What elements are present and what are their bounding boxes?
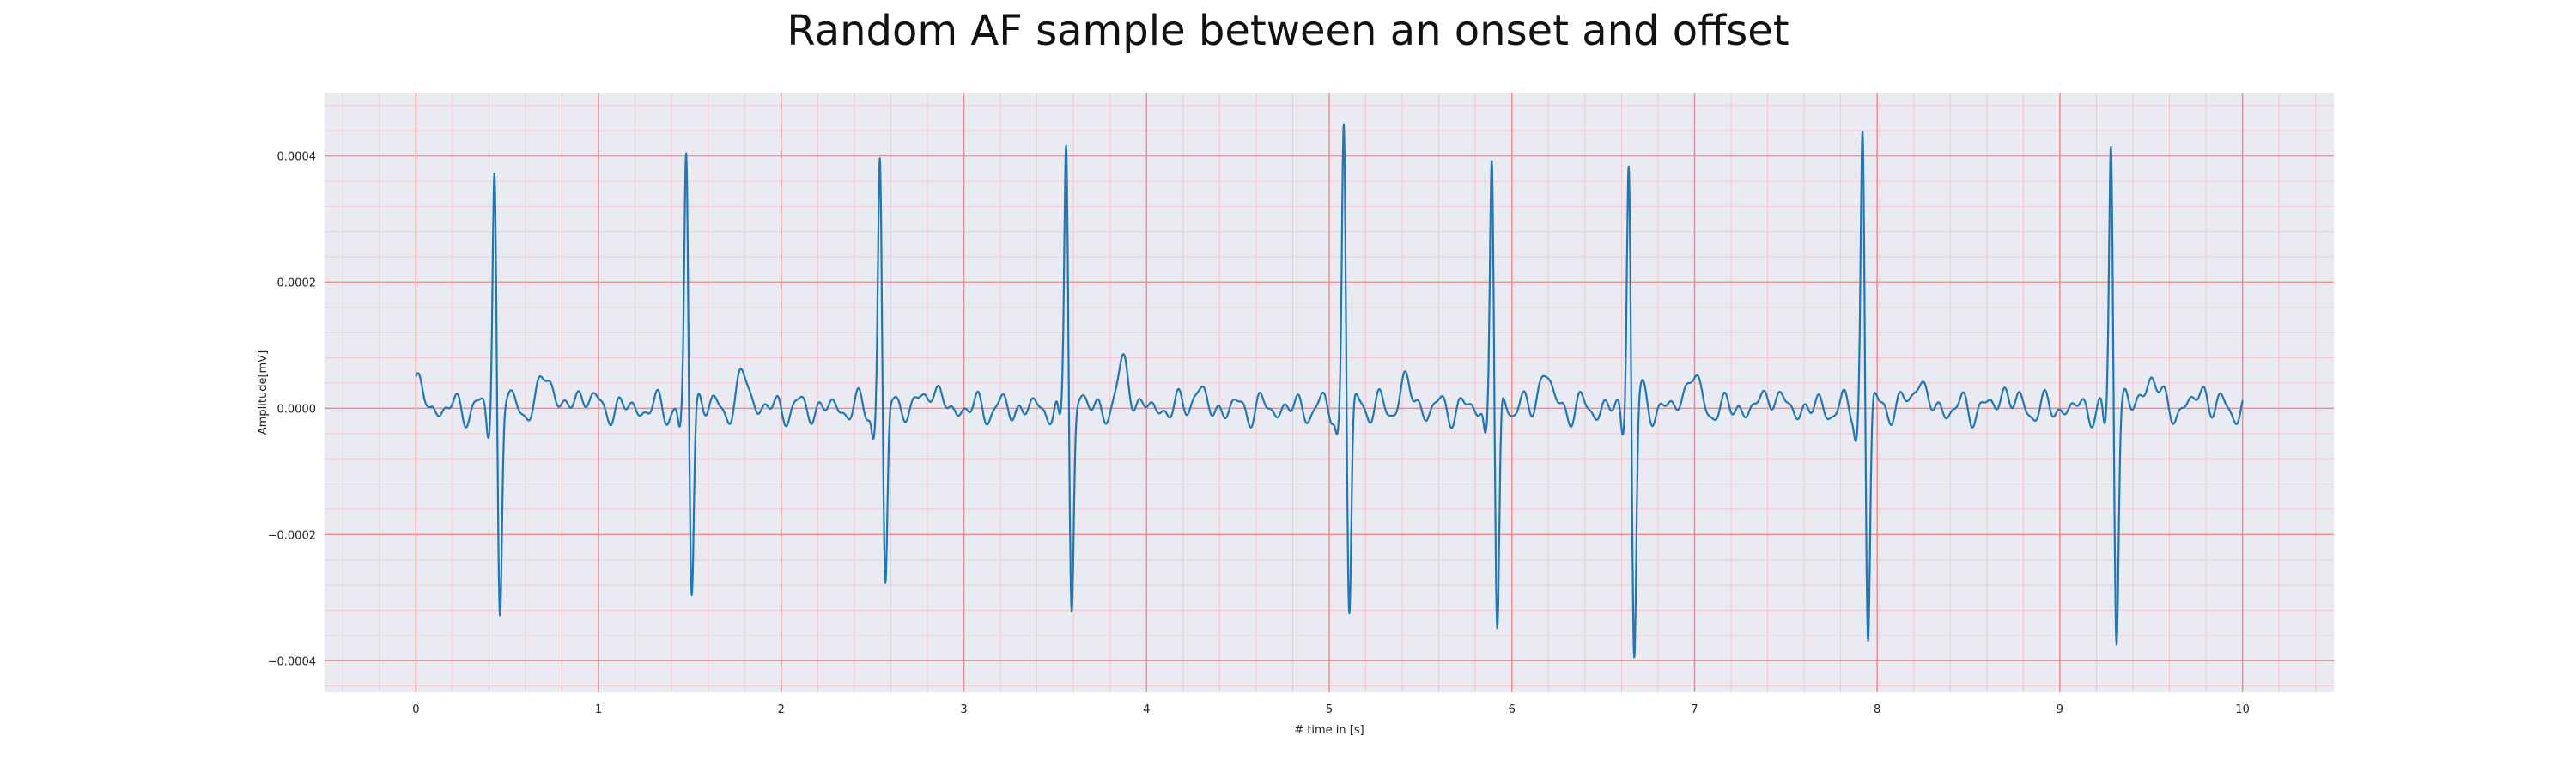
- x-tick-label: 7: [1691, 703, 1698, 716]
- y-tick-label: 0.0000: [277, 403, 317, 416]
- x-axis-label: # time in [s]: [1294, 724, 1364, 737]
- x-tick-label: 8: [1874, 703, 1880, 716]
- x-tick-labels: 0 1 2 3 4 5 6 7 8 9 10: [412, 703, 2250, 716]
- series-line-ecg: [415, 123, 2244, 659]
- x-tick-label: 9: [2057, 703, 2063, 716]
- x-tick-label: 0: [412, 703, 419, 716]
- x-tick-label: 4: [1143, 703, 1150, 716]
- y-tick-label: −0.0002: [268, 529, 316, 542]
- y-tick-label: −0.0004: [268, 655, 316, 668]
- x-tick-label: 6: [1509, 703, 1516, 716]
- y-tick-labels: −0.0004 −0.0002 0.0000 0.0002 0.0004: [268, 150, 316, 668]
- x-tick-label: 10: [2235, 703, 2250, 716]
- chart-title: Random AF sample between an onset and of…: [787, 7, 1789, 55]
- x-tick-label: 2: [778, 703, 785, 716]
- x-tick-label: 3: [960, 703, 967, 716]
- y-axis-label: Amplitude[mV]: [257, 350, 270, 435]
- x-tick-label: 1: [595, 703, 602, 716]
- y-tick-label: 0.0004: [277, 150, 317, 163]
- x-tick-label: 5: [1326, 703, 1333, 716]
- y-tick-label: 0.0002: [277, 277, 317, 289]
